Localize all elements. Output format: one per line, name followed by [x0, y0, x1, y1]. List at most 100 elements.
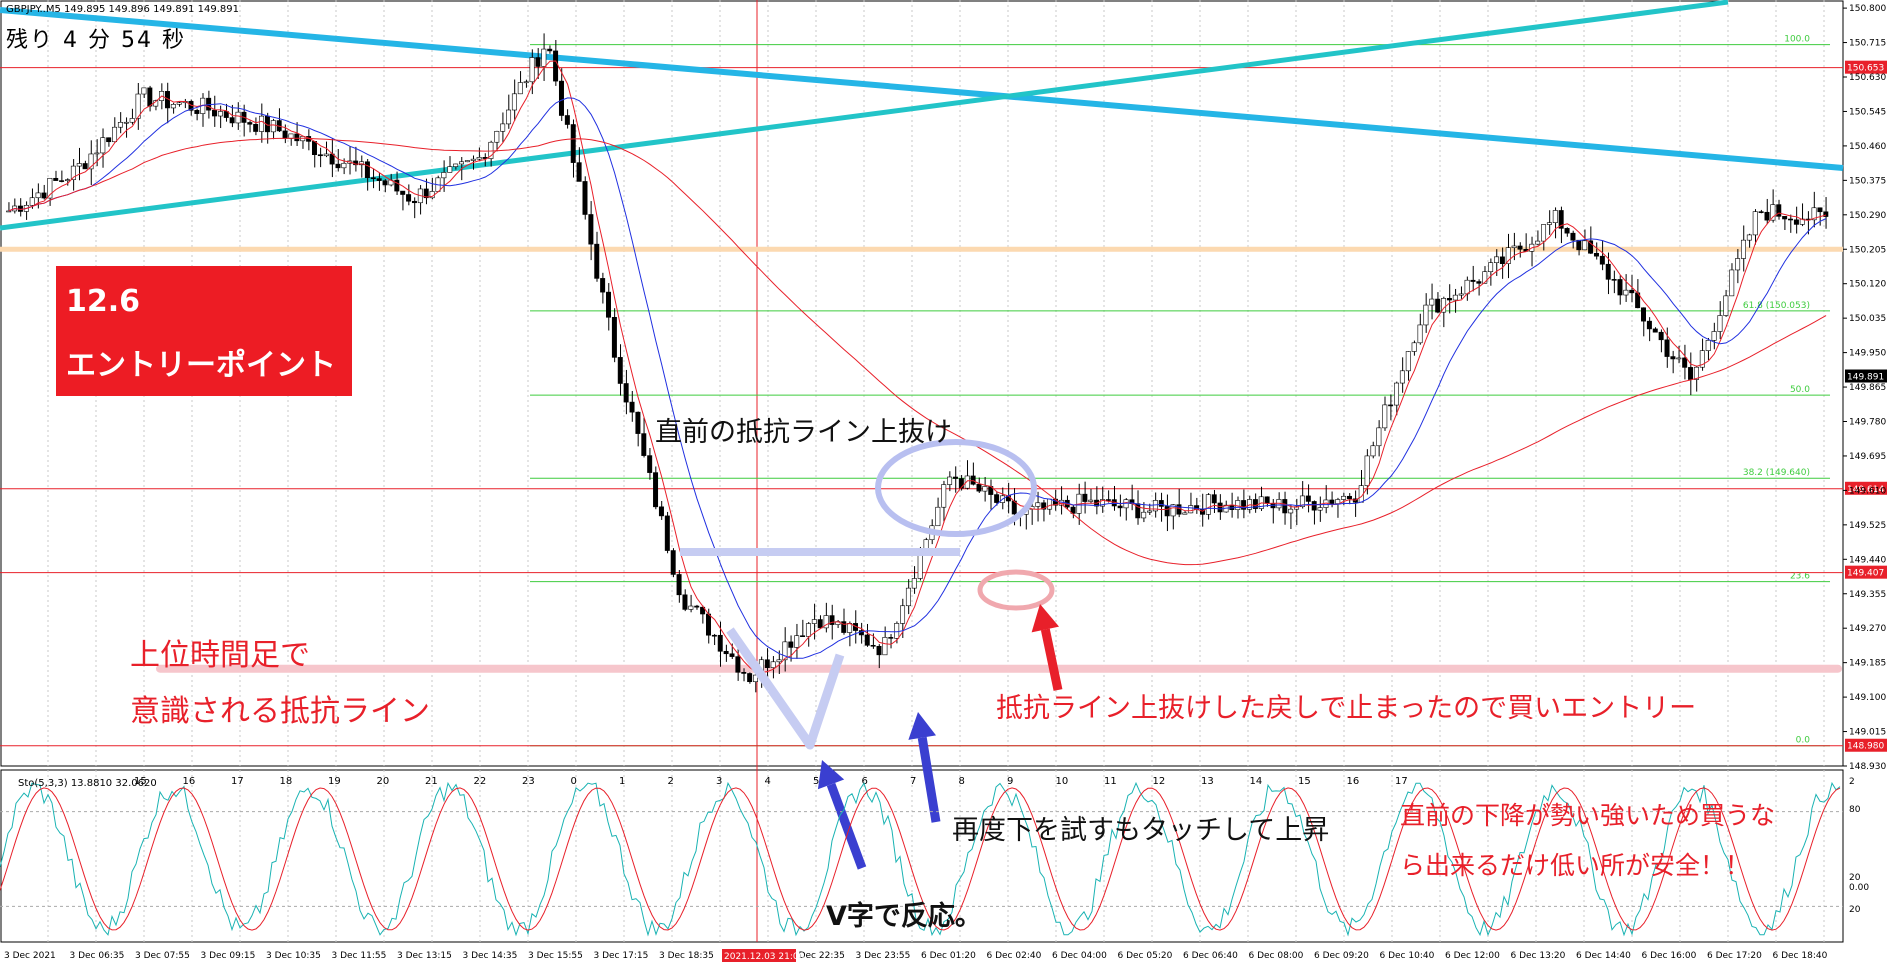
candle-body: [1494, 256, 1499, 263]
candle-body: [1811, 207, 1817, 221]
candle-body: [1152, 500, 1158, 512]
candle-body: [1788, 218, 1794, 221]
day-label: 13: [1201, 776, 1214, 787]
candle-body: [35, 192, 41, 199]
candle-body: [1182, 512, 1188, 515]
level-tag-text: 149.407: [1847, 569, 1884, 579]
candle-body: [817, 619, 823, 629]
candle-body: [1041, 502, 1047, 510]
candle-body: [994, 494, 1000, 503]
candle-body: [82, 163, 88, 170]
candle-body: [41, 192, 47, 199]
candle-body: [506, 109, 512, 125]
price-tick-label: 149.610: [1849, 486, 1886, 496]
candle-body: [1546, 222, 1552, 225]
time-label: 3 Dec 07:55: [135, 951, 190, 961]
candle-body: [829, 615, 835, 625]
candle-body: [664, 515, 670, 551]
candle-body: [376, 178, 382, 181]
price-tick-label: 150.290: [1849, 211, 1886, 221]
candle-body: [700, 606, 706, 615]
time-label: 3 Dec 09:15: [201, 951, 256, 961]
candle-body: [1176, 504, 1182, 515]
candle-body: [1758, 211, 1764, 213]
annotation-retest: 再度下を試すもタッチして上昇: [952, 815, 1330, 846]
candle-body: [547, 48, 553, 52]
candle-body: [1217, 502, 1223, 513]
candle-body: [694, 605, 700, 608]
candle-body: [1147, 510, 1153, 513]
candle-body: [1141, 511, 1147, 519]
candle-body: [976, 483, 982, 492]
candle-body: [523, 81, 529, 84]
day-label: 19: [328, 776, 341, 787]
bar-timer: 残り 4 分 54 秒: [6, 28, 186, 53]
time-label: 6 Dec 14:40: [1576, 951, 1631, 961]
time-label: 3 Dec 23:55: [856, 951, 911, 961]
candle-body: [1670, 356, 1676, 360]
candle-body: [1746, 234, 1752, 241]
candle-body: [212, 109, 218, 117]
price-tick-label: 150.545: [1849, 107, 1886, 117]
chart-frame: [0, 0, 1844, 767]
candle-body: [876, 645, 882, 656]
candle-body: [1488, 262, 1494, 273]
v-arrow-shaft: [826, 782, 867, 870]
candle-body: [558, 80, 564, 116]
candle-body: [1088, 499, 1094, 502]
day-label: 20: [377, 776, 390, 787]
candle-body: [1170, 504, 1176, 517]
level-tag: [1845, 60, 1887, 74]
candle-body: [317, 154, 323, 157]
candle-body: [170, 104, 176, 109]
price-tick-label: 149.440: [1849, 555, 1886, 565]
time-label: 3 Dec 15:55: [528, 951, 583, 961]
candle-body: [453, 163, 459, 167]
candle-body: [1452, 294, 1458, 301]
candle-body: [794, 635, 800, 648]
candle-body: [947, 476, 953, 485]
candle-body: [629, 401, 635, 413]
candle-body: [964, 475, 970, 489]
candle-body: [764, 659, 770, 668]
time-label: 3 Dec 13:15: [397, 951, 452, 961]
candle-body: [635, 411, 641, 434]
candle-body: [1605, 263, 1611, 280]
price-tick-label: 149.355: [1849, 590, 1886, 600]
candle-body: [1411, 342, 1417, 352]
price-tick-label: 149.950: [1849, 349, 1886, 359]
cursor-time-text: 2021.12.03 21:00: [724, 952, 805, 962]
candle-body: [788, 641, 794, 648]
day-label: 3: [716, 776, 722, 787]
candle-body: [1740, 239, 1746, 259]
candle-body: [576, 162, 582, 182]
candle-body: [882, 637, 888, 656]
candle-body: [88, 153, 94, 170]
current-price-tag: [1845, 369, 1887, 383]
candle-body: [294, 133, 300, 142]
candle-body: [1782, 216, 1788, 220]
candle-body: [1164, 506, 1170, 517]
candle-body: [1641, 307, 1646, 322]
candle-body: [1241, 500, 1247, 510]
candle-body: [423, 188, 429, 199]
ma-slow: [8, 137, 1827, 566]
candle-body: [282, 130, 288, 139]
time-label: 6 Dec 04:00: [1052, 951, 1107, 961]
candle-body: [823, 615, 829, 629]
candle-body: [94, 152, 100, 155]
price-tick-label: 150.460: [1849, 142, 1886, 152]
day-label: 22: [474, 776, 487, 787]
day-label: 10: [1056, 776, 1069, 787]
time-label: 3 Dec 10:35: [266, 951, 321, 961]
trendlines: [0, 0, 1844, 231]
candle-body: [941, 484, 947, 508]
annotation-resistance-break: 直前の抵抗ライン上抜け: [655, 417, 952, 448]
price-tick-label: 148.930: [1849, 762, 1886, 772]
annotation-v-shape: V字で反応。: [826, 901, 982, 932]
price-tick-label: 150.800: [1849, 4, 1886, 14]
price-tick-label: 149.270: [1849, 624, 1886, 634]
candle-body: [1364, 455, 1370, 486]
candle-body: [811, 619, 817, 624]
